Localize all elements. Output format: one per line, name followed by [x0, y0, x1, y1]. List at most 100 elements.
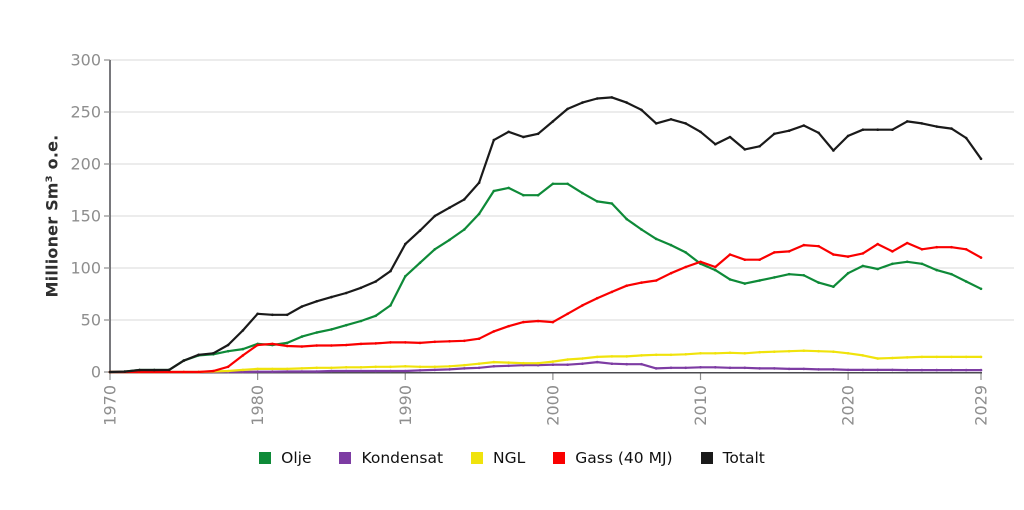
- data-point: [861, 252, 865, 255]
- data-point: [832, 149, 835, 152]
- data-point: [979, 287, 983, 291]
- data-point: [876, 357, 879, 360]
- data-point: [522, 193, 525, 197]
- data-point: [846, 368, 850, 372]
- data-point: [654, 367, 658, 370]
- data-point: [271, 367, 274, 371]
- data-point: [714, 366, 717, 369]
- legend-swatch-gass-40-mj: [553, 452, 566, 464]
- data-point: [344, 366, 348, 369]
- data-point: [418, 365, 422, 369]
- data-point: [536, 132, 540, 136]
- data-point: [581, 362, 584, 366]
- legend-label: Gass (40 MJ): [575, 449, 673, 467]
- data-point: [374, 314, 378, 318]
- data-point: [522, 361, 525, 365]
- data-point: [832, 368, 835, 371]
- data-point: [359, 369, 363, 373]
- y-tick-label: 50: [81, 311, 101, 330]
- y-tick-label: 300: [70, 51, 101, 70]
- data-point: [802, 367, 806, 371]
- data-point: [551, 360, 555, 363]
- data-point: [153, 370, 156, 374]
- data-point: [964, 248, 968, 251]
- data-point: [714, 268, 717, 272]
- data-point: [581, 191, 584, 195]
- data-point: [861, 128, 865, 131]
- legend-item-olje[interactable]: Olje: [259, 449, 311, 467]
- data-point: [787, 250, 791, 253]
- data-point: [123, 370, 127, 373]
- legend-item-ngl[interactable]: NGL: [471, 449, 525, 467]
- data-point: [920, 122, 924, 125]
- data-point: [492, 138, 496, 142]
- legend-item-gass-40-mj[interactable]: Gass (40 MJ): [553, 449, 673, 467]
- data-point: [330, 366, 333, 370]
- data-point: [256, 370, 259, 374]
- data-point: [463, 228, 466, 231]
- data-point: [359, 342, 363, 346]
- data-point: [374, 365, 378, 369]
- data-point: [595, 296, 599, 300]
- data-point: [758, 145, 761, 148]
- y-axis-ticks: 0 50 100 150 200 250 300: [70, 51, 110, 382]
- data-point: [226, 369, 230, 373]
- data-point: [522, 320, 525, 324]
- data-point: [728, 351, 732, 355]
- data-point: [344, 369, 348, 373]
- data-point: [802, 349, 806, 353]
- data-point: [285, 341, 289, 345]
- data-point: [891, 262, 894, 266]
- data-point: [905, 260, 909, 264]
- data-point: [891, 356, 894, 360]
- data-point: [876, 267, 879, 271]
- data-point: [433, 368, 437, 372]
- data-point: [463, 339, 466, 343]
- data-point: [654, 353, 658, 357]
- legend-label: Olje: [281, 449, 312, 467]
- data-point: [551, 320, 555, 324]
- data-point: [374, 280, 378, 283]
- data-point: [595, 360, 599, 364]
- data-point: [536, 193, 540, 197]
- data-point: [330, 369, 333, 373]
- data-point: [566, 358, 569, 361]
- legend-label: NGL: [493, 449, 526, 467]
- data-point: [344, 291, 348, 295]
- y-tick-label: 200: [70, 155, 101, 174]
- data-point: [920, 248, 924, 251]
- legend-item-kondensat[interactable]: Kondensat: [339, 449, 443, 467]
- data-point: [359, 366, 363, 369]
- data-point: [389, 341, 392, 344]
- data-point: [861, 354, 865, 357]
- data-point: [728, 278, 732, 281]
- data-point: [418, 261, 422, 265]
- data-point: [699, 260, 702, 264]
- data-point: [773, 276, 776, 279]
- data-point: [197, 370, 200, 374]
- data-point: [330, 344, 333, 347]
- data-point: [699, 352, 702, 355]
- data-point: [581, 304, 584, 307]
- data-point: [964, 136, 968, 140]
- data-point: [448, 238, 451, 242]
- data-point: [300, 345, 304, 348]
- data-point: [846, 271, 850, 275]
- data-point: [654, 279, 658, 282]
- data-point: [802, 243, 806, 247]
- data-point: [876, 368, 879, 372]
- data-point: [640, 108, 643, 112]
- data-point: [728, 135, 732, 139]
- data-point: [787, 349, 791, 353]
- data-point: [566, 312, 569, 316]
- data-point: [359, 319, 363, 323]
- legend-label: Totalt: [722, 449, 765, 467]
- legend-item-totalt[interactable]: Totalt: [700, 449, 765, 467]
- data-point: [418, 341, 422, 345]
- data-point: [743, 282, 747, 285]
- data-point: [389, 365, 392, 369]
- data-point: [374, 369, 378, 373]
- data-point: [920, 355, 924, 359]
- data-point: [241, 354, 245, 357]
